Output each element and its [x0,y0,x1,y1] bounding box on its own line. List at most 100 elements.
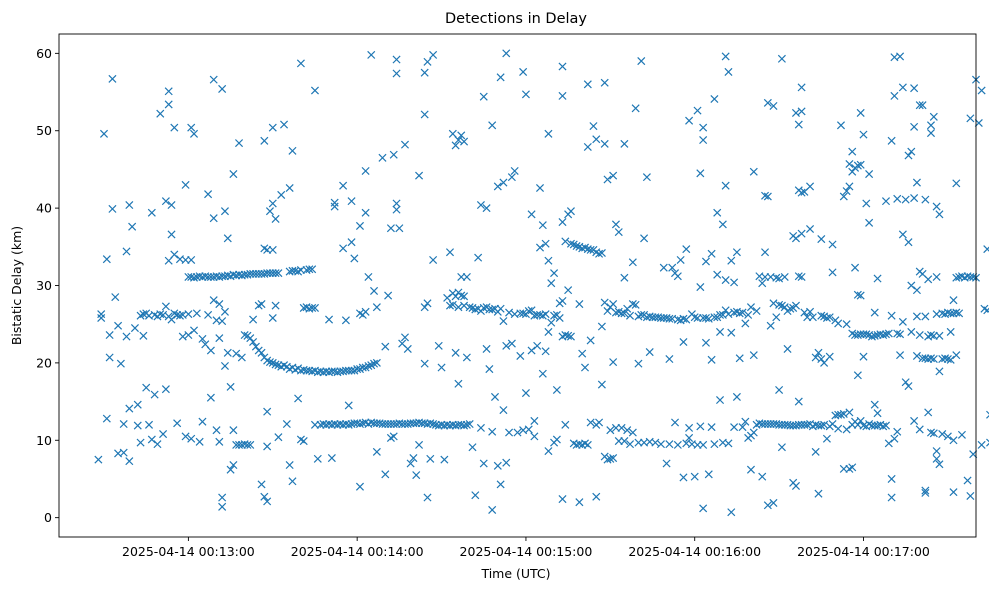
data-point [339,244,348,253]
data-point [212,426,221,435]
data-point [915,331,924,340]
data-point [673,440,682,449]
data-point [732,248,741,257]
data-point [443,293,452,302]
y-axis: 0 10 20 30 40 50 60 [36,46,59,525]
data-point [592,135,601,144]
data-point [462,272,471,282]
data-point [215,334,224,343]
data-point [912,286,921,295]
data-point [597,322,606,331]
data-point [128,222,137,231]
data-point [249,315,258,324]
data-point [716,310,725,319]
data-point [758,472,767,481]
data-point [519,67,528,76]
data-point [381,342,390,351]
data-point [544,447,553,456]
data-point [347,238,356,247]
data-point [881,421,891,430]
data-point [465,419,474,429]
data-point [161,197,170,206]
data-point [493,461,502,470]
data-point [881,197,891,206]
data-point [780,272,789,282]
data-point [910,194,919,203]
data-point [181,432,190,441]
data-point [938,430,947,439]
data-point [949,436,958,445]
data-point [808,313,817,322]
data-point [429,255,438,264]
data-point [468,443,477,452]
data-point [226,465,235,474]
data-point [865,218,874,227]
data-point [862,330,871,339]
data-point [530,432,539,441]
data-point [699,504,708,513]
data-point [533,341,542,350]
data-point [572,242,581,251]
data-point [389,150,398,159]
data-point [392,69,401,78]
data-point [263,497,272,506]
data-point [215,300,224,309]
data-point [181,180,190,189]
data-point [881,330,891,339]
data-points [94,49,989,517]
data-point [499,406,508,415]
data-point [125,200,134,210]
data-point [527,306,536,315]
data-point [161,302,170,311]
data-point [392,199,401,208]
data-point [637,310,646,319]
data-point [189,326,199,335]
data-point [896,52,905,61]
data-point [235,139,244,148]
data-point [184,331,193,340]
data-point [355,221,365,230]
data-point [699,440,708,449]
data-point [538,369,547,378]
data-point [330,198,339,207]
data-point [929,112,938,121]
data-point [724,67,733,76]
data-point [384,291,393,300]
data-point [963,476,972,485]
data-point [887,493,896,502]
y-tick-label: 40 [36,201,52,216]
data-point [488,505,497,514]
data-point [724,439,733,448]
data-point [310,86,319,95]
data-point [609,454,618,463]
data-point [482,344,491,353]
data-point [263,407,272,416]
data-point [749,167,758,176]
data-point [949,296,958,305]
data-point [490,392,500,401]
data-point [817,235,826,244]
data-point [977,86,986,95]
data-point [839,192,848,201]
data-point [364,272,373,282]
data-point [952,179,961,188]
data-point [265,207,274,216]
data-point [741,319,750,328]
data-point [890,91,899,100]
data-point [260,492,269,501]
data-point [828,268,837,277]
data-point [482,204,491,213]
data-point [392,205,401,214]
data-point [836,410,846,419]
data-point [237,353,246,362]
data-point [513,428,522,437]
data-point [288,146,297,155]
data-point [935,460,944,469]
data-point [550,311,559,320]
data-point [628,258,637,267]
data-point [772,313,781,322]
data-point [721,52,730,61]
data-point [493,182,502,191]
data-point [896,330,905,339]
data-point [710,94,719,104]
